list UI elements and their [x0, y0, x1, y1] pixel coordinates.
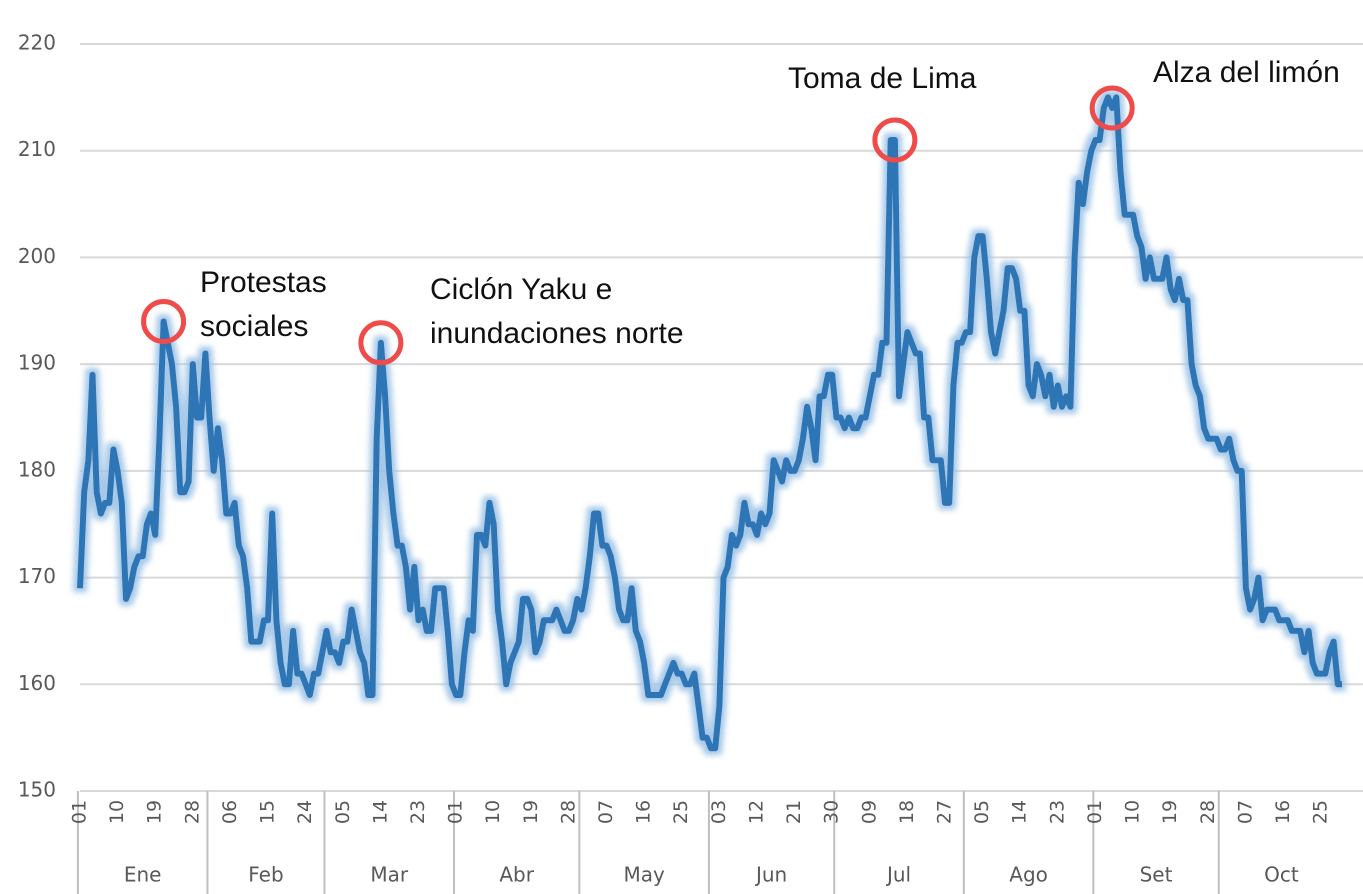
y-tick-label: 210	[18, 137, 56, 161]
x-tick-label: 27	[934, 800, 956, 824]
annotation: Toma de Lima	[788, 62, 977, 95]
x-tick-label: 10	[106, 800, 128, 824]
x-tick-label: 28	[557, 800, 579, 824]
data-line	[77, 94, 1342, 752]
annotation: Protestas	[200, 266, 327, 299]
month-label: Ago	[1009, 863, 1048, 887]
x-tick-label: 10	[482, 800, 504, 824]
month-label: Mar	[370, 863, 409, 887]
x-tick-label: 14	[1009, 800, 1031, 824]
x-tick-label: 06	[219, 800, 241, 824]
x-tick-label: 25	[670, 800, 692, 824]
month-label: Jun	[754, 863, 787, 887]
month-label: May	[623, 863, 665, 887]
annotation-circle	[1089, 85, 1135, 131]
annotation: Ciclón Yaku e	[430, 273, 612, 306]
y-tick-label: 170	[18, 564, 56, 588]
annotation-circle	[872, 117, 918, 163]
x-tick-label: 28	[181, 800, 203, 824]
x-tick-label: 23	[407, 800, 429, 824]
annotation: Alza del limón	[1153, 56, 1340, 89]
month-label: Oct	[1264, 863, 1299, 887]
x-tick-label: 03	[708, 800, 730, 824]
y-tick-label: 190	[18, 351, 56, 375]
x-tick-label: 16	[1272, 800, 1294, 824]
x-tick-label: 30	[821, 800, 843, 824]
x-tick-label: 01	[69, 800, 91, 824]
x-tick-label: 12	[745, 800, 767, 824]
x-tick-label: 05	[971, 800, 993, 824]
y-tick-label: 180	[18, 457, 56, 481]
x-tick-label: 07	[595, 800, 617, 824]
annotation: sociales	[200, 310, 308, 343]
x-tick-label: 01	[445, 800, 467, 824]
x-tick-label: 01	[1084, 800, 1106, 824]
y-tick-label: 220	[18, 31, 56, 55]
x-tick-label: 19	[144, 800, 166, 824]
x-tick-label: 23	[1046, 800, 1068, 824]
y-tick-label: 150	[18, 778, 56, 802]
x-tick-label: 28	[1197, 800, 1219, 824]
y-tick-label: 160	[18, 671, 56, 695]
month-label: Set	[1140, 863, 1173, 887]
x-tick-label: 18	[896, 800, 918, 824]
x-tick-label: 07	[1234, 800, 1256, 824]
x-tick-label: 19	[1159, 800, 1181, 824]
annotation-circle	[358, 320, 404, 366]
month-label: Abr	[499, 863, 534, 887]
month-label: Jul	[885, 863, 911, 887]
x-tick-label: 14	[369, 800, 391, 824]
month-label: Feb	[248, 863, 283, 887]
y-tick-label: 200	[18, 244, 56, 268]
x-tick-label: 16	[633, 800, 655, 824]
x-tick-label: 05	[332, 800, 354, 824]
x-tick-label: 10	[1122, 800, 1144, 824]
x-tick-label: 19	[520, 800, 542, 824]
annotation-circle	[141, 298, 187, 344]
x-tick-label: 09	[858, 800, 880, 824]
month-label: Ene	[124, 863, 162, 887]
x-tick-label: 24	[294, 800, 316, 824]
x-tick-label: 25	[1310, 800, 1332, 824]
annotation: inundaciones norte	[430, 317, 684, 350]
x-tick-label: 15	[257, 800, 279, 824]
x-tick-label: 21	[783, 800, 805, 824]
